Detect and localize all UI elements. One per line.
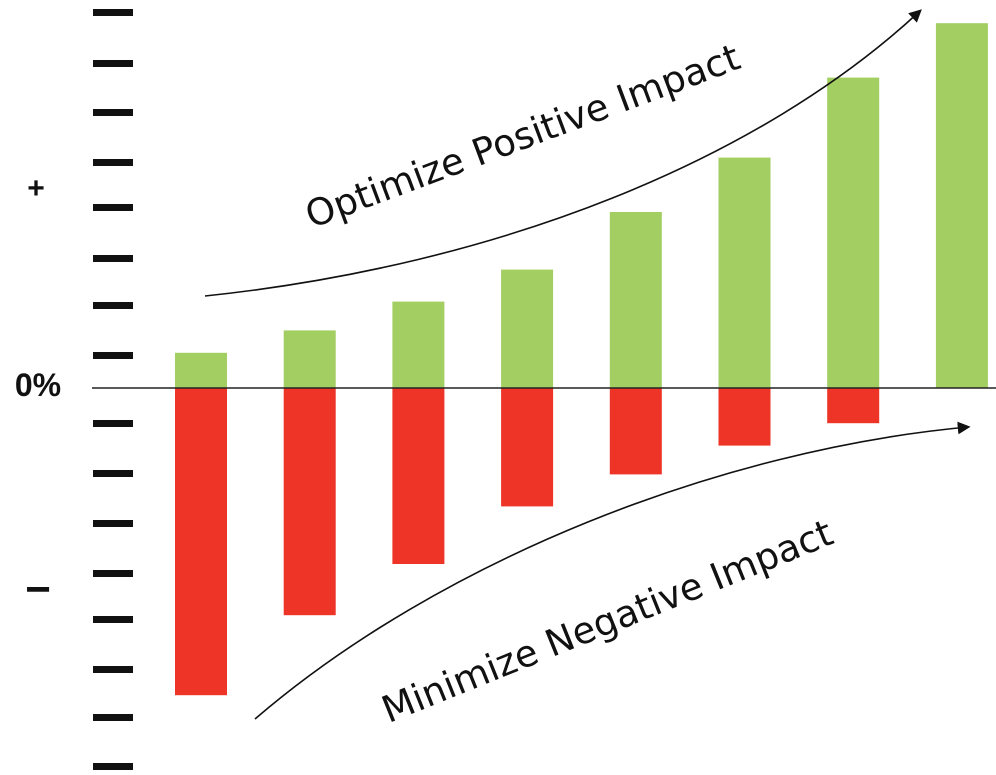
axis-tick — [93, 616, 133, 623]
axis-tick — [93, 666, 133, 673]
axis-tick — [93, 520, 133, 527]
positive-bar-8 — [936, 23, 988, 388]
axis-tick — [93, 255, 133, 262]
axis-tick — [93, 420, 133, 427]
positive-bar-6 — [719, 158, 771, 388]
positive-bar-1 — [175, 353, 227, 388]
positive-bar-4 — [501, 270, 553, 388]
positive-bar-3 — [392, 302, 444, 388]
axis-tick — [93, 470, 133, 477]
zero-percent-label: 0% — [15, 367, 61, 403]
minus-label: − — [25, 565, 51, 614]
axis-tick — [93, 763, 133, 770]
upper-trend-arrow — [205, 11, 920, 296]
plus-label: + — [27, 172, 45, 205]
negative-bar-3 — [392, 388, 444, 564]
axis-ticks — [93, 9, 133, 770]
minimize-negative-label: Minimize Negative Impact — [376, 511, 839, 731]
axis-tick — [93, 204, 133, 211]
axis-tick — [93, 109, 133, 116]
axis-tick — [93, 9, 133, 16]
negative-bar-4 — [501, 388, 553, 506]
axis-tick — [93, 570, 133, 577]
axis-tick — [93, 159, 133, 166]
optimize-positive-label: Optimize Positive Impact — [300, 36, 746, 237]
negative-bar-7 — [827, 388, 879, 423]
negative-bar-6 — [719, 388, 771, 446]
axis-tick — [93, 60, 133, 67]
negative-bar-1 — [175, 388, 227, 695]
axis-tick — [93, 302, 133, 309]
negative-bar-2 — [284, 388, 336, 615]
axis-tick — [93, 714, 133, 721]
positive-bar-2 — [284, 330, 336, 388]
positive-bar-7 — [827, 78, 879, 388]
negative-bar-5 — [610, 388, 662, 474]
positive-bar-5 — [610, 212, 662, 388]
axis-tick — [93, 352, 133, 359]
